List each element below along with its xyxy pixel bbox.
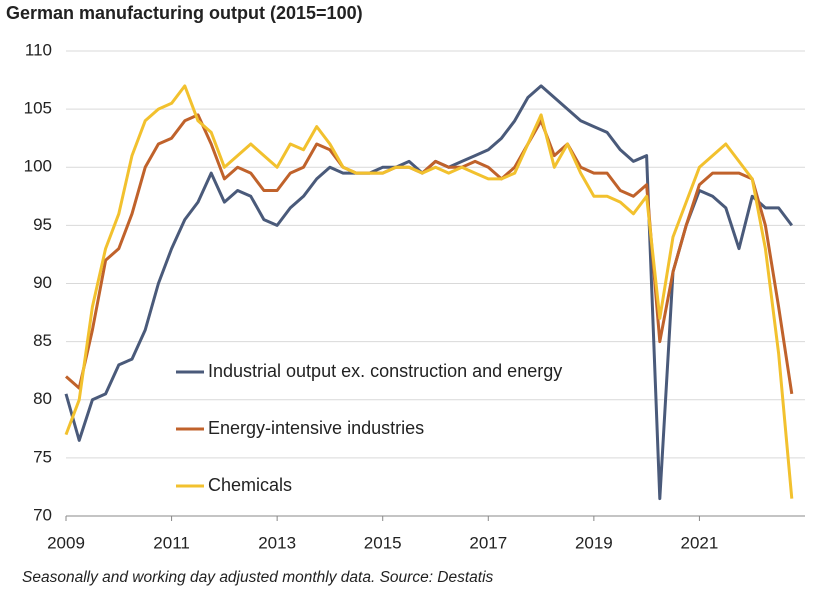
y-tick-label: 95 <box>33 215 52 234</box>
series-line <box>64 84 793 501</box>
y-tick-label: 70 <box>33 505 52 524</box>
x-tick-label: 2013 <box>258 533 296 552</box>
y-tick-label: 105 <box>24 99 52 118</box>
y-tick-label: 75 <box>33 447 52 466</box>
x-tick-label: 2015 <box>364 533 402 552</box>
y-tick-label: 110 <box>25 40 52 59</box>
x-tick-label: 2011 <box>153 533 190 552</box>
y-tick-label: 90 <box>33 273 52 292</box>
x-tick-label: 2009 <box>47 533 85 552</box>
x-tick-label: 2017 <box>469 533 507 552</box>
legend-text: Energy-intensive industries <box>208 418 424 438</box>
chart-title: German manufacturing output (2015=100) <box>6 3 363 23</box>
legend-text: Industrial output ex. construction and e… <box>208 361 562 381</box>
x-tick-label: 2019 <box>575 533 613 552</box>
y-tick-label: 100 <box>24 157 52 176</box>
y-tick-label: 80 <box>33 389 52 408</box>
legend-text: Chemicals <box>208 475 292 495</box>
footnote: Seasonally and working day adjusted mont… <box>22 569 494 586</box>
series-line <box>65 113 794 395</box>
y-tick-label: 85 <box>33 331 52 350</box>
x-tick-label: 2021 <box>681 533 719 552</box>
series-line <box>64 84 794 499</box>
